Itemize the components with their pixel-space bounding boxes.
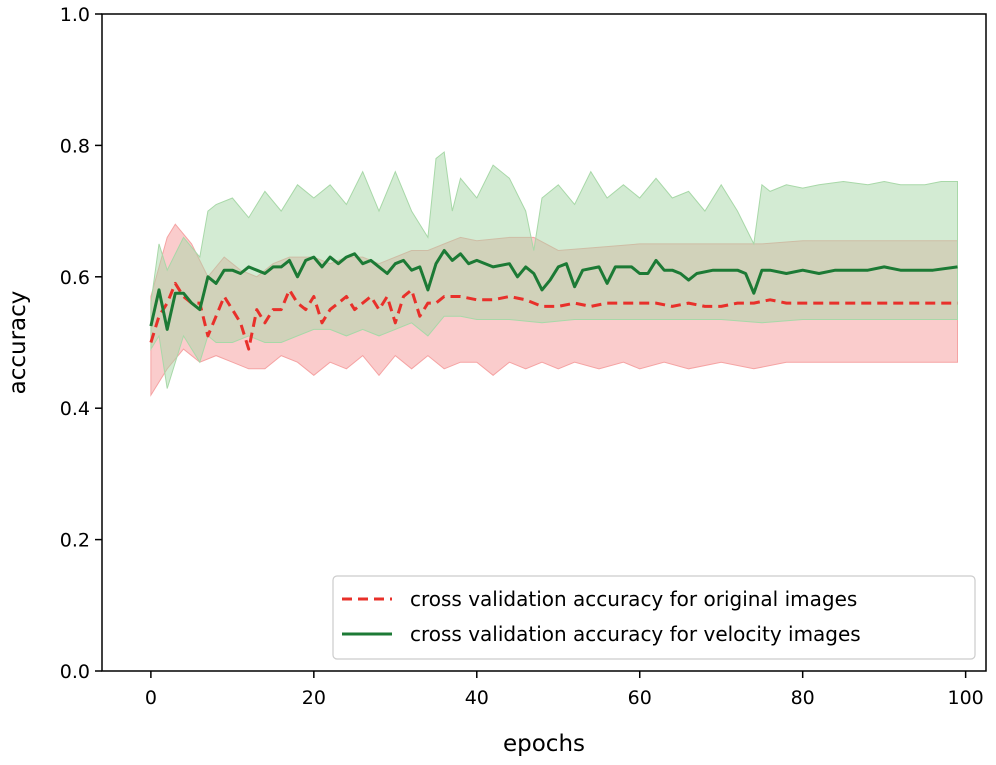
confidence-band-velocity bbox=[150, 151, 958, 389]
series-line-original bbox=[149, 281, 958, 351]
x-tick-label: 60 bbox=[628, 687, 652, 709]
x-tick-label: 100 bbox=[947, 687, 983, 709]
y-tick-label: 0.2 bbox=[60, 530, 90, 552]
series-line-velocity bbox=[149, 249, 958, 331]
y-axis-ticks: 0.0 0.2 0.4 0.6 0.8 1.0 bbox=[60, 4, 102, 683]
x-axis-label: epochs bbox=[503, 731, 585, 757]
legend-label-original: cross validation accuracy for original i… bbox=[410, 587, 857, 611]
x-tick-label: 0 bbox=[145, 687, 157, 709]
legend-label-velocity: cross validation accuracy for velocity i… bbox=[410, 622, 861, 646]
y-tick-label: 0.4 bbox=[60, 398, 90, 420]
x-axis-ticks: 0 20 40 60 80 100 bbox=[145, 671, 984, 709]
y-tick-label: 1.0 bbox=[60, 4, 90, 26]
plot-area bbox=[149, 151, 958, 397]
legend: cross validation accuracy for original i… bbox=[332, 575, 976, 660]
x-tick-label: 40 bbox=[465, 687, 489, 709]
x-tick-label: 80 bbox=[791, 687, 815, 709]
axes-frame bbox=[101, 13, 987, 672]
legend-box bbox=[332, 575, 976, 660]
y-tick-label: 0.6 bbox=[60, 267, 90, 289]
confidence-bands bbox=[150, 151, 958, 397]
x-tick-label: 20 bbox=[302, 687, 326, 709]
y-tick-label: 0.0 bbox=[60, 661, 90, 683]
y-axis-label: accuracy bbox=[5, 291, 31, 395]
y-tick-label: 0.8 bbox=[60, 135, 90, 157]
series-lines bbox=[149, 249, 958, 351]
